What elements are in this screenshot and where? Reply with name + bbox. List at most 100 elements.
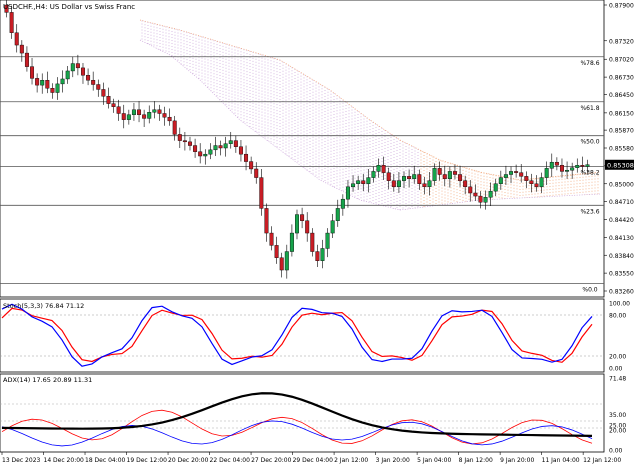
stoch-axis: 100.00 80.00 20.00 0.00 <box>609 301 630 373</box>
candle-body <box>131 109 136 115</box>
stoch-main-line <box>1 303 593 367</box>
candle-body <box>305 220 310 234</box>
candle-body <box>529 180 534 184</box>
time-tick-label: 27 Dec 20:00 <box>251 457 292 464</box>
candle-body <box>233 140 238 147</box>
price-tick-label: 0.86150 <box>609 110 634 117</box>
time-tick-label: 14 Dec 20:00 <box>44 457 85 464</box>
current-price-label: 0.85308 <box>607 161 634 169</box>
candle-body <box>24 52 29 67</box>
adx-axis-label: 35.00 <box>609 412 626 419</box>
adx-axis-label: 0.00 <box>609 448 623 455</box>
candle-body <box>422 183 427 188</box>
stoch-title: Stoch(5,3,3) 76.84 71.12 <box>3 302 84 310</box>
candle-body <box>447 171 452 180</box>
candle-body <box>80 67 85 76</box>
time-tick-label: 19 Dec 12:00 <box>127 457 168 464</box>
candle-body <box>284 251 289 271</box>
candle-body <box>412 174 417 180</box>
candle-body <box>478 195 483 203</box>
candle-body <box>554 161 559 166</box>
adx-line <box>1 392 593 437</box>
candle-body <box>91 79 96 85</box>
candle-body <box>9 12 14 33</box>
candle-body <box>188 141 192 146</box>
fib-level-label: %78.6 <box>580 60 599 67</box>
fib-level-label: %23.6 <box>580 208 599 215</box>
stochastic-panel[interactable]: Stoch(5,3,3) 76.84 71.12 100.00 80.00 20.0… <box>0 298 630 373</box>
price-tick-label: 0.83550 <box>609 271 634 278</box>
candle-body <box>147 112 152 119</box>
candle-body <box>534 183 539 188</box>
stoch-axis-label: 0.00 <box>609 366 623 373</box>
candle-body <box>35 78 40 86</box>
candle-body <box>162 113 167 118</box>
candle-body <box>396 180 401 188</box>
candle-body <box>356 180 361 184</box>
fib-level-label: %50.0 <box>580 139 599 146</box>
candle-body <box>580 165 585 167</box>
cloud-span-b <box>139 39 601 211</box>
candle-body <box>325 232 330 249</box>
price-tick-label: 0.86450 <box>609 92 634 99</box>
candle-body <box>437 168 442 175</box>
candle-body <box>274 245 279 258</box>
candle-body <box>45 79 50 89</box>
candle-body <box>223 143 228 149</box>
stoch-axis-label: 100.00 <box>609 301 630 308</box>
candle-body <box>514 171 519 173</box>
candle-body <box>50 88 55 93</box>
price-tick-label: 0.83260 <box>609 289 634 296</box>
candle-body <box>473 192 478 197</box>
candle-body <box>238 146 243 155</box>
plus-di-line <box>1 409 593 445</box>
price-tick-label: 0.86730 <box>609 75 634 82</box>
candle-body <box>340 198 345 209</box>
candle-body <box>488 190 493 198</box>
candle-body <box>259 177 264 209</box>
candle-body <box>427 180 432 188</box>
fib-level-label: %0.0 <box>582 287 597 294</box>
time-tick-label: 5 Jan 04:00 <box>417 457 451 464</box>
price-tick-label: 0.85000 <box>609 181 634 188</box>
time-tick-label: 11 Jan 04:00 <box>542 457 580 464</box>
candle-body <box>60 78 65 85</box>
candle-body <box>228 140 233 144</box>
candle-body <box>570 167 575 171</box>
adx-title: ADX(14) 17.65 20.89 11.31 <box>3 376 92 384</box>
candle-body <box>585 164 590 167</box>
candle-body <box>565 169 570 172</box>
candle-body <box>14 32 19 46</box>
candle-body <box>101 89 106 97</box>
candlesticks <box>4 0 590 279</box>
time-tick-label: 2 Jan 12:00 <box>334 457 368 464</box>
price-tick-label: 0.85580 <box>609 146 634 153</box>
candle-body <box>432 168 437 181</box>
adx-axis-label: 25.00 <box>609 422 626 429</box>
candle-body <box>386 172 391 181</box>
price-tick-label: 0.84420 <box>609 217 634 224</box>
candle-body <box>4 4 9 13</box>
candle-body <box>177 134 182 141</box>
candle-body <box>106 96 111 104</box>
candle-body <box>121 113 126 120</box>
candle-body <box>335 208 340 221</box>
candle-body <box>402 176 406 181</box>
candle-body <box>345 186 350 200</box>
candle-body <box>70 63 75 72</box>
candle-body <box>213 145 218 151</box>
candle-body <box>198 151 203 157</box>
price-panel[interactable]: %78.6 %61.8 %50.0 %38.2 %23.6 %0.0 USDCHF.,H4… <box>0 0 634 298</box>
candle-body <box>503 174 508 178</box>
candle-body <box>193 145 198 152</box>
candle-body <box>300 214 305 221</box>
candle-body <box>361 180 366 184</box>
candle-body <box>330 220 335 234</box>
candle-body <box>254 168 259 178</box>
candle-body <box>152 109 157 113</box>
adx-panel[interactable]: ADX(14) 17.65 20.89 11.31 71.48 35.00 25.0… <box>0 373 626 455</box>
candle-body <box>264 208 269 234</box>
candle-body <box>493 183 498 192</box>
fibonacci-levels: %78.6 %61.8 %50.0 %38.2 %23.6 %0.0 <box>0 56 604 294</box>
